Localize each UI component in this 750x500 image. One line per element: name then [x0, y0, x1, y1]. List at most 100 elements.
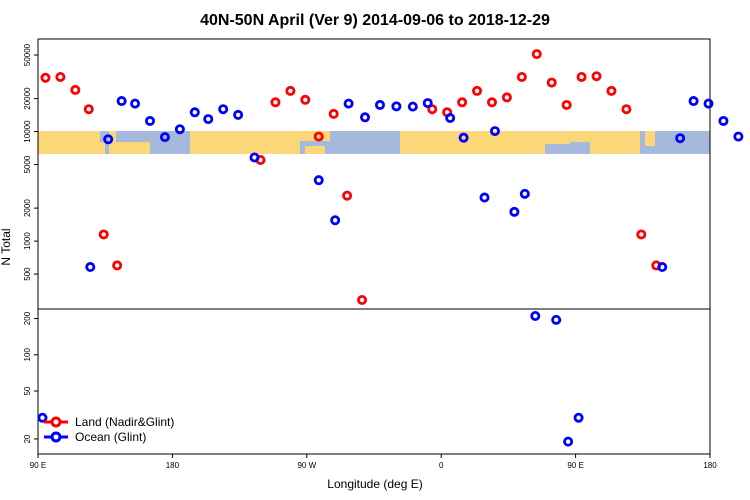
x-tick-label: 90 E — [30, 461, 46, 470]
ocean-point — [675, 133, 686, 144]
legend-ocean-label: Ocean (Glint) — [75, 430, 146, 444]
ocean-point — [391, 101, 402, 112]
y-tick-label: 200 — [23, 311, 32, 325]
y-tick-label: 50 — [23, 386, 32, 395]
ocean-point — [551, 314, 562, 325]
ocean-point — [218, 104, 229, 115]
land-point — [472, 85, 483, 96]
chart-title: 40N-50N April (Ver 9) 2014-09-06 to 2018… — [200, 12, 550, 29]
land-point — [313, 131, 324, 142]
land-point — [83, 104, 94, 115]
ocean-point — [313, 175, 324, 186]
x-axis: 90 E 180 90 W 0 90 E 180 — [30, 454, 717, 470]
ocean-point — [458, 132, 469, 143]
y-tick-label: 500 — [23, 267, 32, 281]
ocean-point — [509, 206, 520, 217]
land-point — [70, 84, 81, 95]
legend-ocean-marker — [50, 431, 62, 443]
plot-frame — [37, 38, 711, 455]
ocean-point — [37, 412, 48, 423]
world-map-band — [38, 131, 710, 154]
ocean-point — [130, 98, 141, 109]
data-points — [37, 49, 744, 447]
x-tick-label: 180 — [166, 461, 180, 470]
y-axis-label: N Total — [0, 228, 13, 265]
x-tick-label: 0 — [439, 461, 444, 470]
land-patch — [475, 144, 545, 154]
ocean-point — [445, 113, 456, 124]
ocean-point — [360, 112, 371, 123]
land-point — [591, 71, 602, 82]
ocean-point — [144, 115, 155, 126]
y-tick-label: 20 — [23, 434, 32, 443]
land-patch — [38, 131, 100, 142]
land-point — [112, 260, 123, 271]
land-patch — [590, 142, 640, 154]
land-patch — [38, 142, 105, 154]
land-point — [621, 104, 632, 115]
ocean-point — [530, 310, 541, 321]
land-point — [427, 104, 438, 115]
ocean-point — [374, 99, 385, 110]
y-tick-label: 50000 — [23, 43, 32, 66]
y-tick-label: 20000 — [23, 87, 32, 110]
x-tick-label: 180 — [703, 461, 717, 470]
ocean-point — [718, 115, 729, 126]
land-point — [285, 85, 296, 96]
y-tick-label: 5000 — [23, 155, 32, 173]
ocean-point — [519, 188, 530, 199]
ocean-point — [489, 126, 500, 137]
land-patch — [258, 141, 300, 154]
legend-land-label: Land (Nadir&Glint) — [75, 415, 174, 429]
land-patch — [258, 131, 330, 141]
land-point — [270, 97, 281, 108]
x-tick-label: 90 W — [297, 461, 316, 470]
ocean-point — [688, 96, 699, 107]
legend-land-marker — [50, 416, 62, 428]
land-point — [357, 294, 368, 305]
land-patch — [190, 131, 258, 154]
land-patch — [475, 131, 570, 144]
land-point — [328, 108, 339, 119]
land-point — [300, 94, 311, 105]
land-point — [576, 71, 587, 82]
ocean-point — [85, 262, 96, 273]
land-patch — [400, 131, 475, 154]
ocean-point — [407, 101, 418, 112]
x-axis-label: Longitude (deg E) — [327, 477, 422, 491]
land-point — [98, 229, 109, 240]
land-point — [531, 49, 542, 60]
land-point — [606, 85, 617, 96]
ocean-point — [703, 98, 714, 109]
ocean-point — [563, 436, 574, 447]
y-tick-label: 100 — [23, 348, 32, 362]
ocean-point — [103, 134, 114, 145]
land-patch — [645, 131, 655, 146]
y-axis-upper: 500 1000 2000 5000 10000 20000 50000 — [23, 43, 38, 281]
land-point — [561, 99, 572, 110]
land-patch — [570, 131, 640, 142]
ocean-point — [733, 131, 744, 142]
ocean-point — [422, 98, 433, 109]
y-tick-label: 10000 — [23, 120, 32, 143]
land-point — [55, 71, 66, 82]
land-point — [342, 190, 353, 201]
ocean-point — [174, 124, 185, 135]
ocean-point — [330, 215, 341, 226]
land-point — [457, 97, 468, 108]
y-tick-label: 2000 — [23, 199, 32, 217]
x-tick-label: 90 E — [567, 461, 583, 470]
ocean-point — [189, 107, 200, 118]
land-patch — [305, 146, 325, 154]
ocean-point — [657, 262, 668, 273]
land-point — [501, 92, 512, 103]
y-axis-lower: 20 50 100 200 — [23, 311, 38, 443]
ocean-point — [573, 412, 584, 423]
land-point — [636, 229, 647, 240]
land-patch — [116, 142, 150, 154]
ocean-point — [479, 192, 490, 203]
ocean-point — [343, 98, 354, 109]
legend: Land (Nadir&Glint) Ocean (Glint) — [44, 415, 174, 444]
ocean-point — [159, 132, 170, 143]
